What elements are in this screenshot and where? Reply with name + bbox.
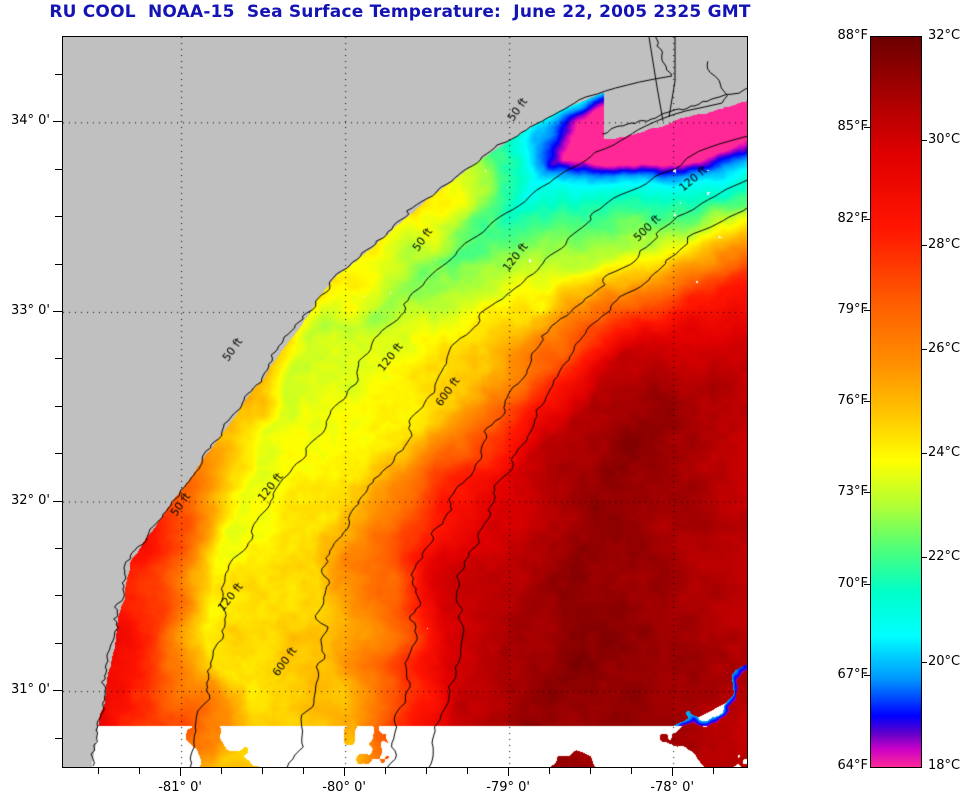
lon-minor-tick [303, 767, 305, 774]
lon-label-3: -78° 0' [650, 780, 695, 795]
lat-minor-tick [55, 453, 62, 455]
colorbar-label-f-3: 79°F [837, 301, 868, 317]
lon-minor-tick [426, 767, 428, 774]
lon-minor-tick [139, 767, 141, 774]
lat-minor-tick [55, 405, 62, 407]
colorbar-label-c-1: 30°C [928, 132, 961, 148]
lat-major-tick [53, 121, 62, 123]
lat-minor-tick [55, 263, 62, 265]
lon-minor-tick [631, 767, 633, 774]
colorbar-tick-f-7 [864, 674, 870, 676]
lon-label-1: -80° 0' [322, 780, 366, 795]
lon-minor-tick [549, 767, 551, 774]
page-title: RU COOL NOAA-15 Sea Surface Temperature:… [49, 2, 751, 22]
colorbar-label-c-2: 28°C [928, 236, 961, 252]
colorbar-label-f-8: 64°F [837, 758, 868, 773]
lat-minor-tick [55, 168, 62, 170]
colorbar-label-f-1: 85°F [837, 119, 868, 135]
colorbar-label-c-7: 18°C [928, 758, 961, 773]
lat-label-0: 34° 0' [10, 113, 50, 129]
colorbar-label-c-0: 32°C [928, 28, 961, 43]
colorbar-tick-c-1 [921, 140, 927, 142]
colorbar-label-c-5: 22°C [928, 549, 961, 565]
colorbar-tick-f-2 [864, 218, 870, 220]
lat-minor-tick [55, 642, 62, 644]
temperature-colorbar[interactable] [870, 36, 922, 768]
colorbar-label-f-2: 82°F [837, 210, 868, 226]
colorbar-label-f-4: 76°F [837, 393, 868, 408]
lon-major-tick [344, 767, 346, 776]
colorbar-tick-c-4 [921, 453, 927, 455]
colorbar-tick-f-6 [864, 583, 870, 585]
lat-minor-tick [55, 358, 62, 360]
colorbar-gradient [871, 37, 921, 767]
colorbar-label-f-0: 88°F [837, 28, 868, 43]
lon-major-tick [672, 767, 674, 776]
colorbar-tick-f-3 [864, 309, 870, 311]
colorbar-label-c-3: 26°C [928, 340, 961, 356]
lat-label-3: 31° 0' [10, 682, 50, 698]
lat-minor-tick [55, 216, 62, 218]
lon-major-tick [180, 767, 182, 776]
lat-label-1: 33° 0' [10, 302, 50, 318]
colorbar-tick-c-2 [921, 244, 927, 246]
lon-minor-tick [98, 767, 100, 774]
lat-major-tick [53, 310, 62, 312]
lat-major-tick [53, 500, 62, 502]
lat-minor-tick [55, 737, 62, 739]
sst-map[interactable] [62, 36, 748, 768]
lon-minor-tick [385, 767, 387, 774]
colorbar-tick-c-5 [921, 557, 927, 559]
lat-major-tick [53, 690, 62, 692]
lon-minor-tick [467, 767, 469, 774]
colorbar-tick-c-6 [921, 661, 927, 663]
lat-minor-tick [55, 547, 62, 549]
lon-minor-tick [221, 767, 223, 774]
lat-label-2: 32° 0' [10, 492, 50, 508]
lon-minor-tick [590, 767, 592, 774]
lon-major-tick [508, 767, 510, 776]
lon-label-2: -79° 0' [486, 780, 531, 795]
colorbar-tick-c-3 [921, 348, 927, 350]
colorbar-label-f-7: 67°F [837, 666, 868, 682]
colorbar-label-c-6: 20°C [928, 653, 961, 669]
lon-label-0: -81° 0' [158, 780, 202, 795]
lon-minor-tick [713, 767, 715, 774]
map-overlay-canvas [63, 37, 747, 767]
colorbar-tick-f-4 [864, 401, 870, 402]
colorbar-tick-f-1 [864, 127, 870, 129]
colorbar-tick-f-5 [864, 492, 870, 494]
colorbar-label-c-4: 24°C [928, 445, 961, 461]
colorbar-label-f-5: 73°F [837, 484, 868, 500]
lat-minor-tick [55, 73, 62, 75]
lon-minor-tick [262, 767, 264, 774]
lat-minor-tick [55, 595, 62, 597]
colorbar-label-f-6: 70°F [837, 575, 868, 591]
